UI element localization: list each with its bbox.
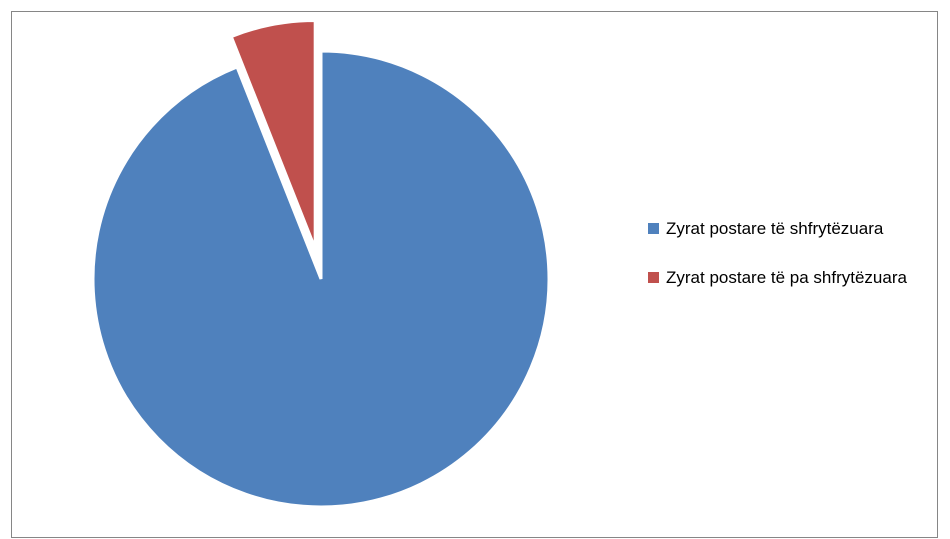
legend-item-unused: Zyrat postare të pa shfrytëzuara <box>648 267 943 289</box>
legend: Zyrat postare të shfrytëzuara Zyrat post… <box>648 218 943 289</box>
legend-swatch-unused <box>648 272 659 283</box>
pie-slices <box>91 19 551 509</box>
legend-label-unused: Zyrat postare të pa shfrytëzuara <box>666 268 907 287</box>
legend-swatch-used <box>648 223 659 234</box>
legend-label-used: Zyrat postare të shfrytëzuara <box>666 219 884 238</box>
legend-item-used: Zyrat postare të shfrytëzuara <box>648 218 943 240</box>
pie-slice-unused <box>229 19 317 250</box>
pie-slice-used <box>91 49 551 509</box>
